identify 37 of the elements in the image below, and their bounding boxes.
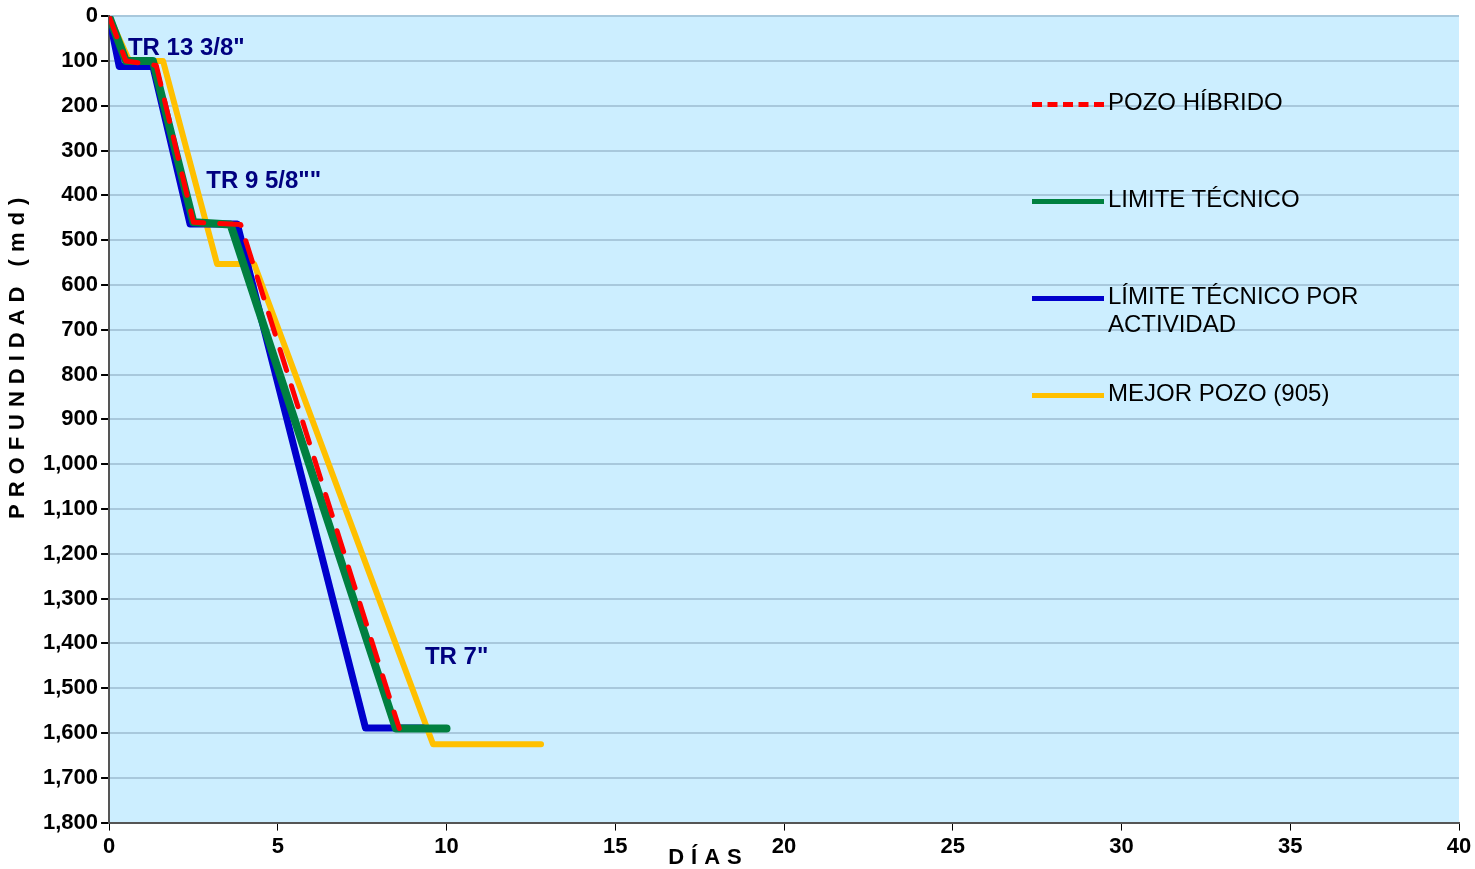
y-tick-label: 1,500 xyxy=(42,674,99,700)
y-tick-label: 100 xyxy=(61,47,99,73)
y-tick-label: 1,400 xyxy=(42,629,99,655)
legend-label: LIMITE TÉCNICO xyxy=(1108,185,1301,213)
y-tick-label: 200 xyxy=(61,91,99,117)
x-tick-label: 5 xyxy=(271,832,284,858)
y-tick-label: 300 xyxy=(61,136,99,162)
x-tick-label: 40 xyxy=(1446,832,1472,858)
legend-label: LÍMITE TÉCNICO POR ACTIVIDAD xyxy=(1108,282,1360,338)
legend-label: MEJOR POZO (905) xyxy=(1108,379,1331,407)
y-axis-title: PROFUNDIDAD (md) xyxy=(4,190,30,520)
y-tick-label: 1,200 xyxy=(42,539,99,565)
y-tick-label: 1,100 xyxy=(42,495,99,521)
y-tick-label: 800 xyxy=(61,360,99,386)
y-tick-label: 600 xyxy=(61,271,99,297)
legend-label: POZO HÍBRIDO xyxy=(1108,88,1284,116)
annotation: TR 7" xyxy=(424,641,489,669)
y-tick-label: 500 xyxy=(61,226,99,252)
x-tick-label: 25 xyxy=(940,832,966,858)
annotation: TR 13 3/8" xyxy=(127,33,245,61)
y-tick-label: 1,300 xyxy=(42,584,99,610)
y-tick-label: 1,800 xyxy=(42,808,99,834)
y-tick-label: 700 xyxy=(61,315,99,341)
x-tick-label: 35 xyxy=(1278,832,1303,858)
x-tick-label: 0 xyxy=(102,832,116,858)
y-tick-label: 900 xyxy=(61,405,99,431)
y-tick-label: 1,000 xyxy=(42,450,99,476)
x-tick-label: 30 xyxy=(1109,832,1134,858)
y-tick-label: 400 xyxy=(61,181,99,207)
x-tick-label: 15 xyxy=(603,832,628,858)
x-tick-label: 10 xyxy=(434,832,459,858)
annotation: TR 9 5/8"" xyxy=(206,166,322,194)
y-tick-label: 1,700 xyxy=(42,763,99,789)
x-axis-title: DÍAS xyxy=(668,843,749,869)
y-tick-label: 1,600 xyxy=(42,719,99,745)
x-tick-label: 20 xyxy=(771,832,797,858)
y-tick-label: 0 xyxy=(85,2,99,28)
